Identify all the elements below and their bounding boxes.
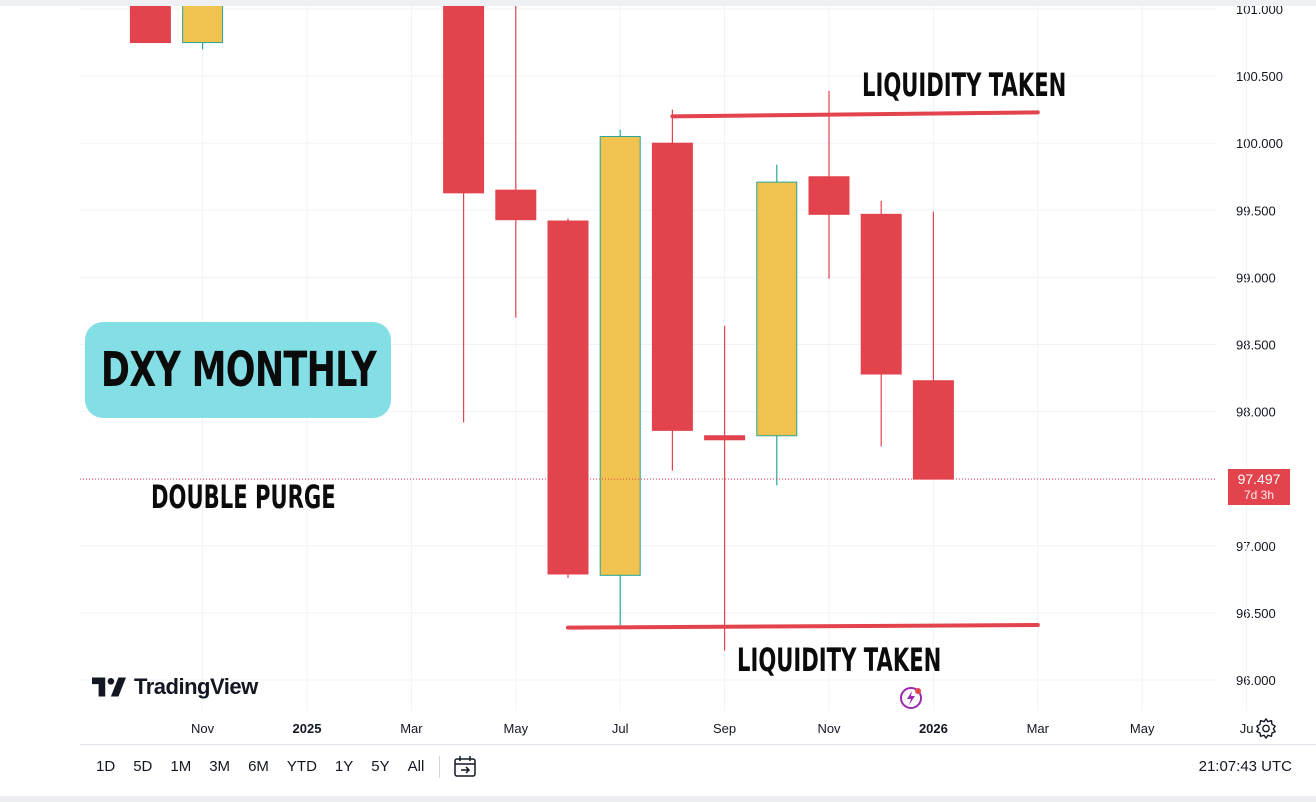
utc-clock[interactable]: 21:07:43 UTC [1198,758,1292,775]
candle-down [495,189,537,221]
trend-line-top [670,110,1040,119]
range-button-1d[interactable]: 1D [96,758,116,775]
candle-down [547,220,589,575]
range-button-all[interactable]: All [407,758,425,775]
x-tick-label: Mar [400,721,423,736]
y-tick-label: 101.000 [1236,6,1283,17]
y-tick-label: 99.500 [1236,203,1276,218]
current-price-label: 97.497 7d 3h [1228,469,1290,505]
bar-countdown: 7d 3h [1243,488,1275,502]
y-tick-label: 100.000 [1236,136,1283,151]
candle-up [756,181,798,437]
x-tick-label: 2026 [919,721,948,736]
bottom-strip [0,796,1316,802]
y-tick-label: 96.500 [1236,606,1276,621]
range-button-1m[interactable]: 1M [170,758,192,775]
calendar-range-icon[interactable] [452,754,478,780]
annotation-double-purge: DOUBLE PURGE [151,478,336,516]
y-tick-label: 100.500 [1236,69,1283,84]
candle-down [129,6,171,44]
current-price-value: 97.497 [1237,471,1281,487]
y-tick-label: 98.000 [1236,405,1276,420]
range-button-5d[interactable]: 5D [133,758,153,775]
x-tick-label: May [1130,721,1155,736]
toolbar-divider [439,756,441,778]
y-tick-label: 99.000 [1236,270,1276,285]
gear-icon[interactable] [1255,717,1277,739]
annotation-liquidity-bottom: LIQUIDITY TAKEN [737,641,942,679]
lightning-icon[interactable] [898,685,924,711]
x-tick-label: Ju [1240,721,1254,736]
range-toolbar: 1D 5D 1M 3M 6M YTD 1Y 5Y All [80,749,478,785]
candle-down [443,6,485,194]
range-button-6m[interactable]: 6M [248,758,269,775]
x-tick-label: Mar [1027,721,1050,736]
candle-down [651,142,693,431]
y-tick-label: 97.000 [1236,539,1276,554]
candle-down [704,435,746,441]
y-tick-label: 96.000 [1236,673,1276,688]
range-button-1y[interactable]: 1Y [334,758,354,775]
x-tick-label: Nov [191,721,215,736]
candle-down [912,380,954,480]
chart-bottom-divider [80,744,1316,745]
x-tick-label: May [504,721,529,736]
tradingview-logo-text: TradingView [134,674,258,699]
candle-down [860,213,902,375]
tradingview-logo[interactable]: TradingView [92,673,258,701]
range-button-ytd[interactable]: YTD [286,758,317,775]
chart-title: DXY MONTHLY [100,342,376,398]
chart-title-badge: DXY MONTHLY [85,322,391,418]
trend-line-bottom [566,622,1040,630]
tradingview-logo-icon [92,677,126,697]
y-tick-label: 98.500 [1236,338,1276,353]
candle-up [182,6,224,44]
range-button-3m[interactable]: 3M [209,758,231,775]
candle-down [808,176,850,215]
x-tick-label: 2025 [293,721,322,736]
candle-up [599,135,641,576]
x-tick-label: Sep [713,721,736,736]
range-button-5y[interactable]: 5Y [371,758,390,775]
annotation-liquidity-top: LIQUIDITY TAKEN [862,66,1067,104]
top-strip [0,0,1316,6]
x-tick-label: Jul [612,721,629,736]
x-tick-label: Nov [817,721,841,736]
